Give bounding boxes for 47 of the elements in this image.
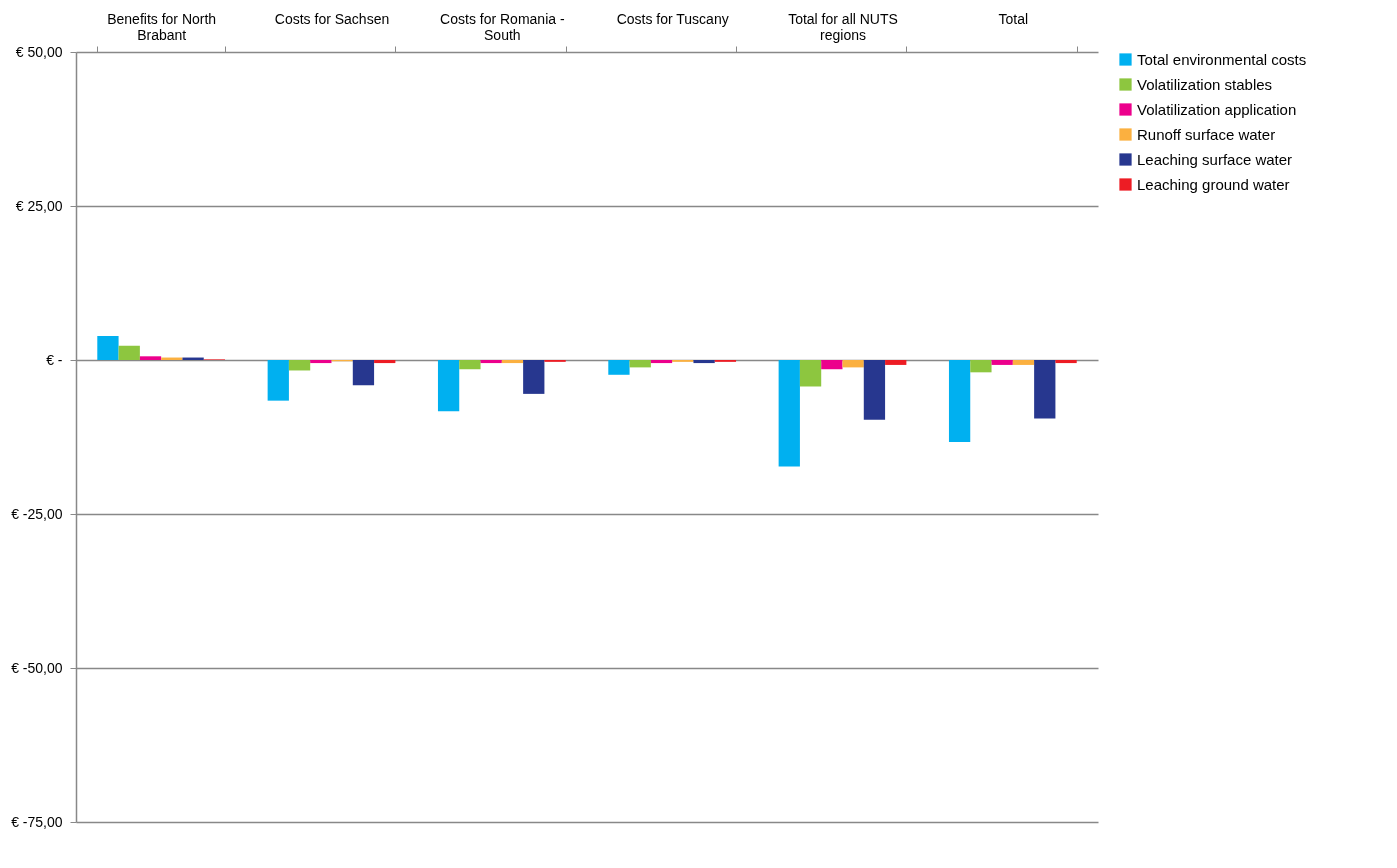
x-tick-label: Costs for Tuscany: [616, 10, 729, 27]
bar: [948, 360, 971, 442]
legend-label: Volatilization application: [1137, 100, 1297, 118]
x-tick-label: Costs for Romania - South: [440, 10, 565, 43]
legend-label: Total environmental costs: [1137, 50, 1307, 68]
bar: [799, 360, 822, 387]
bar: [1055, 360, 1077, 364]
bar: [821, 360, 843, 370]
bar: [523, 360, 545, 394]
bar: [374, 360, 396, 364]
y-tick-label: € -50,00: [11, 659, 63, 676]
bar: [459, 360, 481, 370]
bar: [693, 360, 715, 364]
bar: [267, 360, 289, 401]
y-tick-label: € -25,00: [11, 505, 63, 522]
bar: [97, 335, 119, 360]
bar: [139, 356, 162, 360]
bar: [501, 360, 524, 364]
bar: [991, 360, 1013, 365]
x-tick-label: Costs for Sachsen: [274, 10, 390, 27]
bar: [1012, 360, 1035, 365]
legend-label: Volatilization stables: [1137, 75, 1273, 93]
bar: [863, 360, 886, 420]
x-tick-label: Benefits for North Brabant: [107, 10, 217, 43]
bar: [778, 360, 800, 467]
y-tick-label: € -75,00: [11, 813, 63, 830]
x-tick-label: Total: [998, 10, 1029, 27]
bar: [842, 360, 864, 368]
bar: [310, 360, 332, 364]
bar: [629, 360, 651, 368]
bar: [970, 360, 992, 373]
x-tick-label: Total for all NUTS regions: [788, 10, 898, 43]
legend-label: Runoff surface water: [1137, 125, 1276, 143]
y-tick-label: € -: [46, 351, 63, 368]
bar: [352, 360, 375, 386]
y-tick-label: € 25,00: [15, 197, 63, 214]
bar: [437, 360, 460, 412]
bar: [885, 360, 907, 365]
bar: [1034, 360, 1056, 419]
bar: [608, 360, 630, 375]
bar: [118, 345, 140, 360]
legend-label: Leaching ground water: [1137, 175, 1290, 193]
legend-label: Leaching surface water: [1137, 150, 1293, 168]
bar: [650, 360, 673, 364]
bar: [288, 360, 311, 371]
y-tick-label: € 50,00: [15, 43, 63, 60]
bar: [480, 360, 502, 364]
